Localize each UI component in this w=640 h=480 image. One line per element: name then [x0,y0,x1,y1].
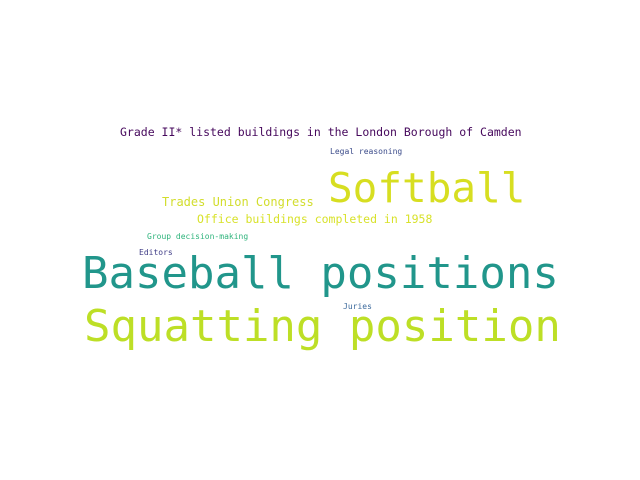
word-juries: Juries [343,302,372,311]
word-squatting-position: Squatting position [84,301,561,352]
word-office-buildings-1958: Office buildings completed in 1958 [197,212,433,226]
word-baseball-positions: Baseball positions [82,248,559,299]
word-grade-ii-listed-buildings: Grade II* listed buildings in the London… [120,125,522,139]
word-editors: Editors [139,248,173,257]
word-legal-reasoning: Legal reasoning [330,147,403,156]
word-softball: Softball [328,164,526,212]
word-group-decision-making: Group decision-making [147,232,249,241]
word-trades-union-congress: Trades Union Congress [162,195,314,209]
